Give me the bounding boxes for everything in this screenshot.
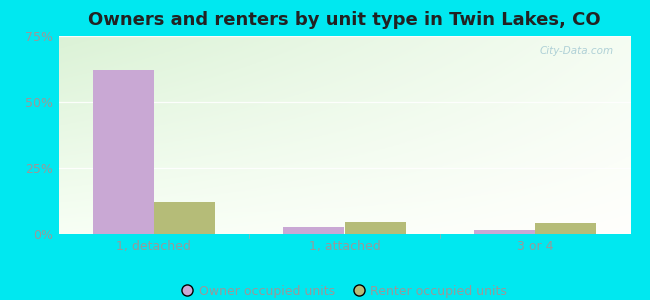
Bar <box>93 70 154 234</box>
Bar <box>283 227 344 234</box>
Title: Owners and renters by unit type in Twin Lakes, CO: Owners and renters by unit type in Twin … <box>88 11 601 29</box>
Bar <box>474 230 535 234</box>
Bar <box>154 202 215 234</box>
Bar <box>535 224 596 234</box>
Text: City-Data.com: City-Data.com <box>540 46 614 56</box>
Bar <box>344 222 406 234</box>
Legend: Owner occupied units, Renter occupied units: Owner occupied units, Renter occupied un… <box>177 280 512 300</box>
